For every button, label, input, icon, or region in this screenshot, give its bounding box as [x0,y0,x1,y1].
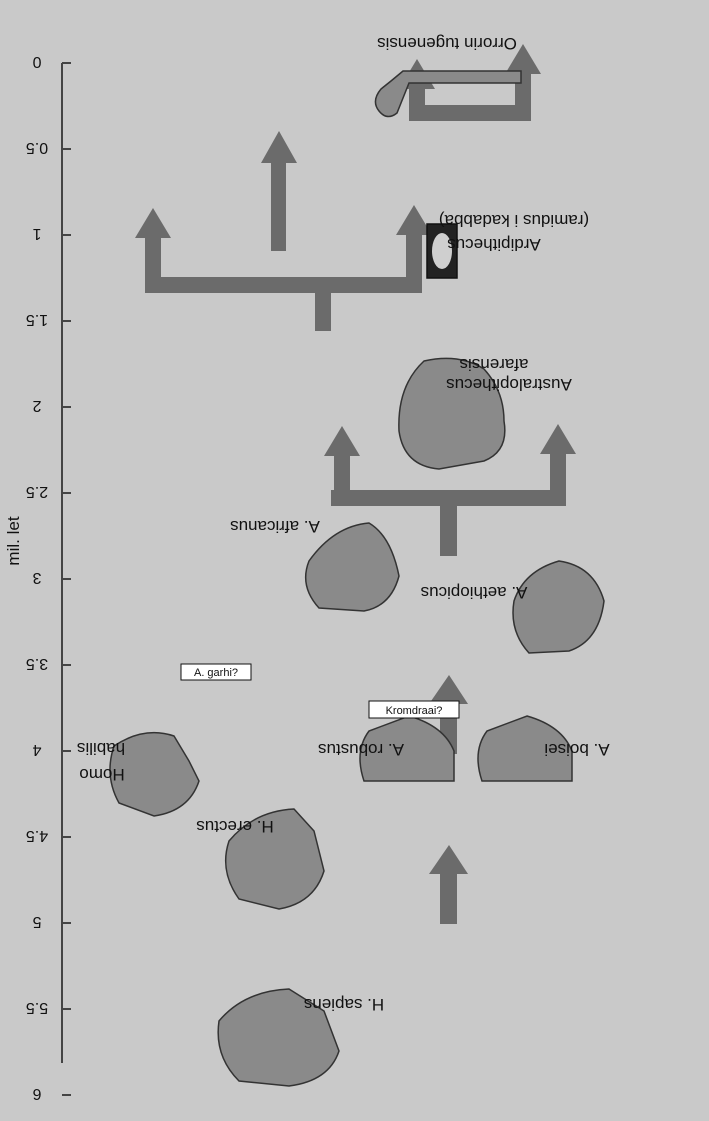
label-ardipithecus: Ardipithecus [447,235,541,254]
axis-tick-label: 5.5 [26,999,48,1016]
aethiopicus-skull-image [512,560,605,654]
label-africanus: A. africanus [230,517,320,536]
label-australopithecus: Australopithecus [446,375,572,394]
axis-tick-label: 1 [32,225,41,242]
axis-tick-label: 0 [32,53,41,70]
axis-tick-label: 5 [32,913,41,930]
label-homo: Homo [79,765,124,784]
svg-text:Kromdraai?: Kromdraai? [386,705,443,717]
axis-tick-label: 4.5 [26,827,48,844]
axis-tick-label: 2 [32,397,41,414]
axis-tick-label: 0.5 [26,139,48,156]
africanus-skull-image [304,522,400,612]
axis-tick-label: 1.5 [26,311,48,328]
axis-tick-label: 2.5 [26,483,48,500]
boisei-skull-image [477,715,573,782]
axis-tick-label: 3 [32,569,41,586]
axis-tick-label: 6 [32,1085,41,1102]
axis-title: mil. let [4,516,23,565]
label-ardipithecus-sub: (ramidus i kadabba) [439,211,589,230]
label-kromdraai: Kromdraai? [368,700,460,719]
erectus-skull-image [224,808,325,910]
habilis-skull-image [109,731,200,817]
svg-text:A. garhi?: A. garhi? [194,667,238,679]
orrorin-femur-image [374,70,522,118]
label-orrorin: Orrorin tugenensis [377,34,517,53]
afarensis-skull-image [398,357,506,470]
label-aethiopicus: A. aethiopicus [421,583,528,602]
label-afarensis: afarensis [460,355,529,374]
label-robustus: A. robustus [318,740,404,759]
time-axis: 0 0.5 1 1.5 2 2.5 3 3.5 4 4.5 5 5.5 6 mil. let [4,53,71,1102]
axis-tick-label: 3.5 [26,655,48,672]
axis-tick-label: 4 [32,741,41,758]
lineage-arrows [135,44,576,924]
label-habilis: habilis [77,739,125,758]
sapiens-skull-image [217,988,340,1087]
label-boisei: A. boisei [544,740,609,759]
fossil-images [109,70,605,1087]
robustus-skull-image [359,715,455,782]
label-sapiens: H. sapiens [304,995,384,1014]
label-erectus: H. erectus [196,817,273,836]
label-garhi: A. garhi? [180,663,252,681]
